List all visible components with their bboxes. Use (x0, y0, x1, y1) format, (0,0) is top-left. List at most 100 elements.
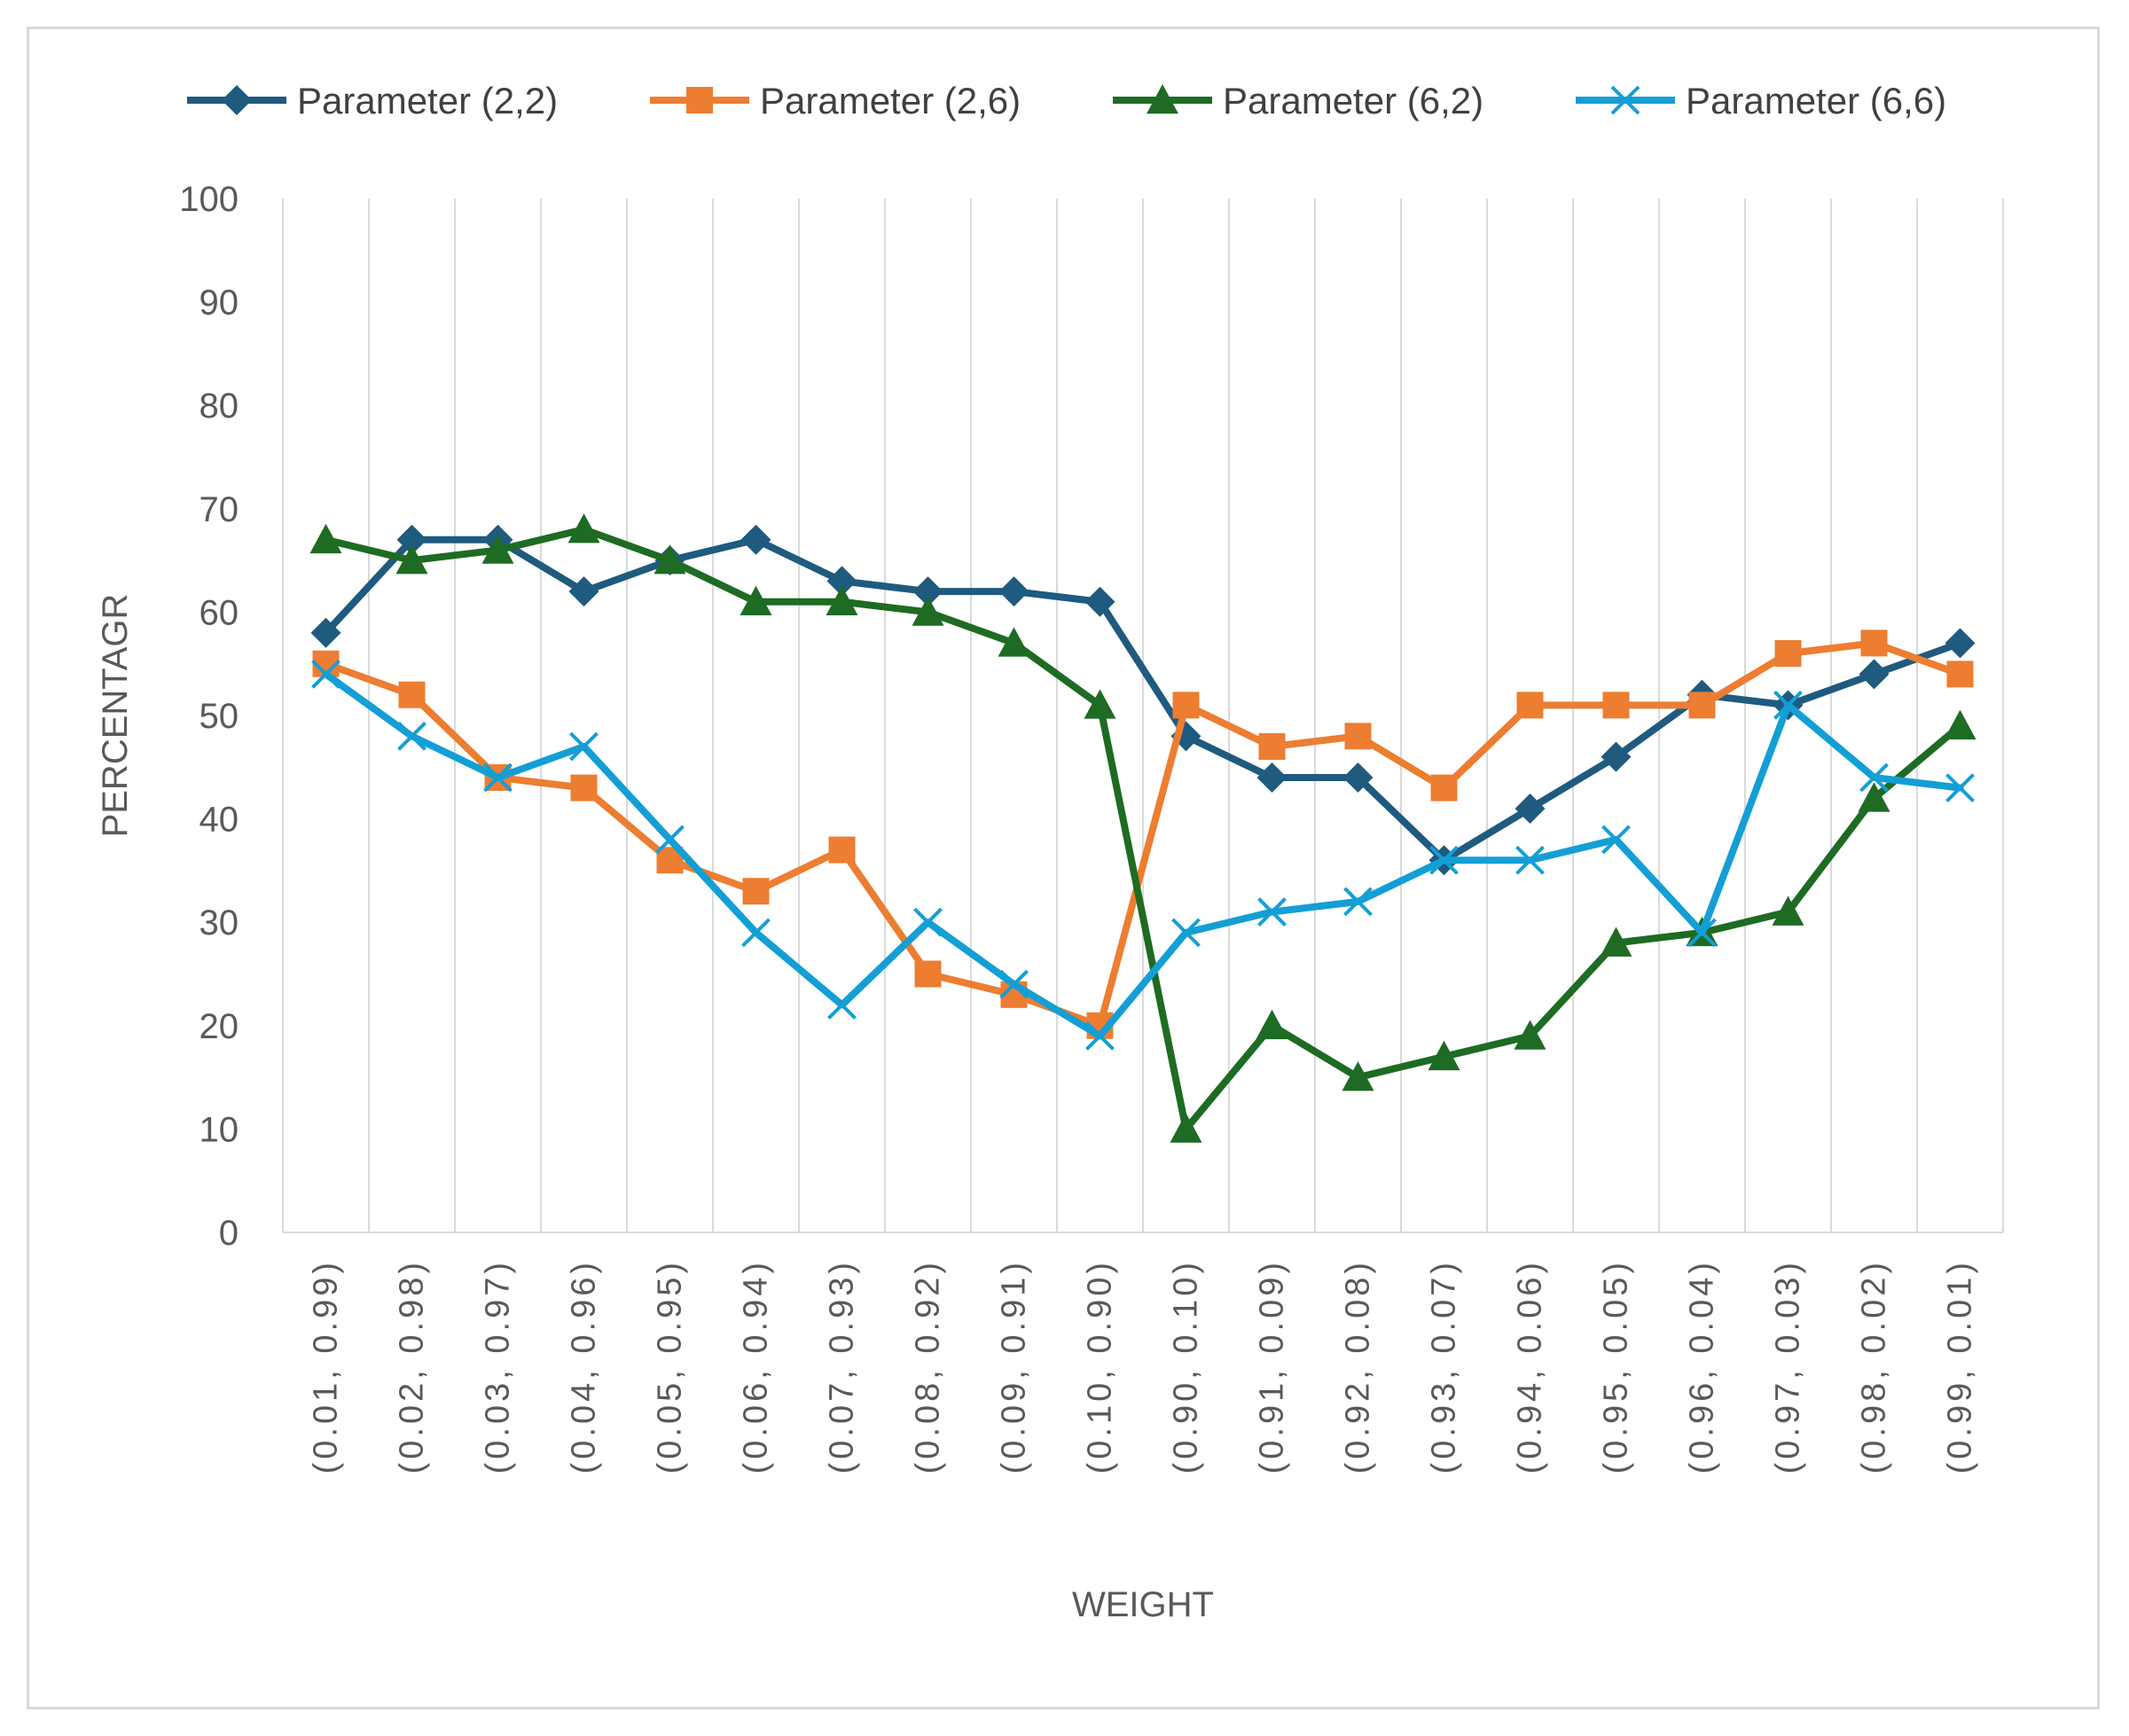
legend-item: Parameter (6,2) (1113, 80, 1483, 121)
data-point (999, 969, 1029, 999)
data-point (310, 617, 341, 648)
data-point (998, 627, 1030, 657)
x-tick-label: (0.04, 0.96) (566, 1259, 603, 1474)
y-axis-title: PERCENTAGR (96, 594, 135, 838)
x-tick-label: (0.99, 0.01) (1942, 1259, 1979, 1474)
x-tick-label: (0.09, 0.91) (996, 1259, 1033, 1474)
data-point (1944, 709, 1976, 739)
data-point (1601, 825, 1631, 855)
data-point (1514, 1020, 1546, 1050)
data-point (913, 907, 943, 937)
y-tick-label: 90 (200, 284, 239, 323)
x-tick-label: (0.97, 0.03) (1770, 1259, 1807, 1474)
data-point (654, 544, 686, 575)
series-3 (309, 513, 1976, 1143)
data-point (740, 524, 771, 555)
legend-marker (1610, 85, 1640, 115)
data-point (1945, 773, 1975, 803)
data-point (1688, 692, 1716, 719)
x-axis-title: WEIGHT (1072, 1585, 1214, 1624)
x-tick-label: (0.06, 0.94) (738, 1259, 775, 1474)
data-point (1258, 732, 1286, 760)
data-point (1428, 1040, 1460, 1071)
data-point (1430, 774, 1458, 802)
x-tick-label: (0.91, 0.09) (1254, 1259, 1291, 1474)
x-tick-label: (0.01, 0.99) (308, 1259, 345, 1474)
legend-label: Parameter (2,6) (760, 80, 1021, 121)
x-tick-label: (0.08, 0.92) (910, 1259, 947, 1474)
data-point (567, 513, 600, 543)
x-tick-label: (0.90, 0.10) (1168, 1259, 1205, 1474)
x-tick-label: (0.03, 0.97) (480, 1259, 517, 1474)
legend-marker (222, 85, 252, 115)
data-point (1172, 692, 1200, 719)
x-tick-label: (0.05, 0.95) (652, 1259, 689, 1474)
data-point (1772, 895, 1804, 926)
y-tick-label: 60 (200, 593, 239, 632)
y-tick-label: 40 (200, 801, 239, 840)
x-tick-label: (0.10, 0.90) (1082, 1259, 1119, 1474)
data-point (1515, 845, 1545, 875)
y-tick-label: 0 (219, 1214, 239, 1253)
x-tick-label: (0.94, 0.06) (1512, 1259, 1549, 1474)
series-line (322, 526, 1964, 1133)
gridlines (282, 199, 2004, 1232)
data-point (1859, 762, 1889, 793)
series-group (309, 513, 1976, 1143)
data-point (1344, 723, 1372, 750)
data-point (397, 721, 427, 751)
legend: Parameter (2,2) Parameter (2,6) Parameter … (187, 80, 1946, 121)
data-point (1084, 689, 1116, 719)
data-point (481, 534, 514, 564)
data-point (740, 585, 772, 616)
x-tick-label: (0.07, 0.93) (824, 1259, 861, 1474)
data-point (828, 836, 856, 864)
x-tick-label: (0.98, 0.02) (1856, 1259, 1893, 1474)
data-point (1256, 1009, 1288, 1040)
data-point (1171, 918, 1201, 948)
data-point (1515, 793, 1546, 824)
data-point (395, 544, 428, 575)
data-point (1774, 640, 1802, 668)
data-point (1342, 762, 1374, 793)
data-point (1601, 741, 1632, 772)
legend-marker (686, 87, 713, 113)
data-point (1859, 659, 1890, 690)
legend-item: Parameter (2,2) (187, 80, 558, 121)
data-point (655, 825, 685, 855)
data-point (1342, 1061, 1374, 1091)
data-point (1256, 762, 1288, 793)
data-point (998, 576, 1029, 607)
data-point (1945, 628, 1976, 659)
legend-label: Parameter (2,2) (297, 80, 558, 121)
line-chart: 0 10 20 30 40 50 60 70 80 90 100 (0.01, 0.99) (0.02,… (96, 80, 2004, 1624)
data-point (1946, 661, 1974, 688)
data-point (912, 576, 943, 607)
data-point (1343, 887, 1373, 917)
data-point (1858, 782, 1890, 812)
x-tick-label: (0.95, 0.05) (1598, 1259, 1635, 1474)
data-point (396, 524, 427, 555)
data-point (1429, 845, 1459, 875)
y-tick-label: 20 (200, 1007, 239, 1046)
data-point (1170, 1113, 1202, 1143)
data-point (1516, 692, 1544, 719)
data-point (914, 960, 942, 988)
chart-frame: 0 10 20 30 40 50 60 70 80 90 100 (0.01, 0.99) (0.02,… (27, 27, 2100, 1709)
data-point (1687, 918, 1717, 948)
data-point (741, 918, 771, 948)
series-4 (311, 659, 1975, 1051)
legend-label: Parameter (6,6) (1686, 80, 1946, 121)
data-point (568, 576, 599, 607)
data-point (398, 681, 426, 708)
legend-label: Parameter (6,2) (1223, 80, 1483, 121)
x-tick-label: (0.02, 0.98) (394, 1259, 431, 1474)
legend-item: Parameter (2,6) (650, 80, 1021, 121)
data-point (1773, 690, 1803, 720)
series-line (322, 670, 1964, 1040)
data-point (912, 596, 944, 626)
y-tick-label: 70 (200, 490, 239, 529)
data-point (1084, 586, 1115, 617)
data-point (1602, 692, 1630, 719)
legend-item: Parameter (6,6) (1576, 80, 1946, 121)
